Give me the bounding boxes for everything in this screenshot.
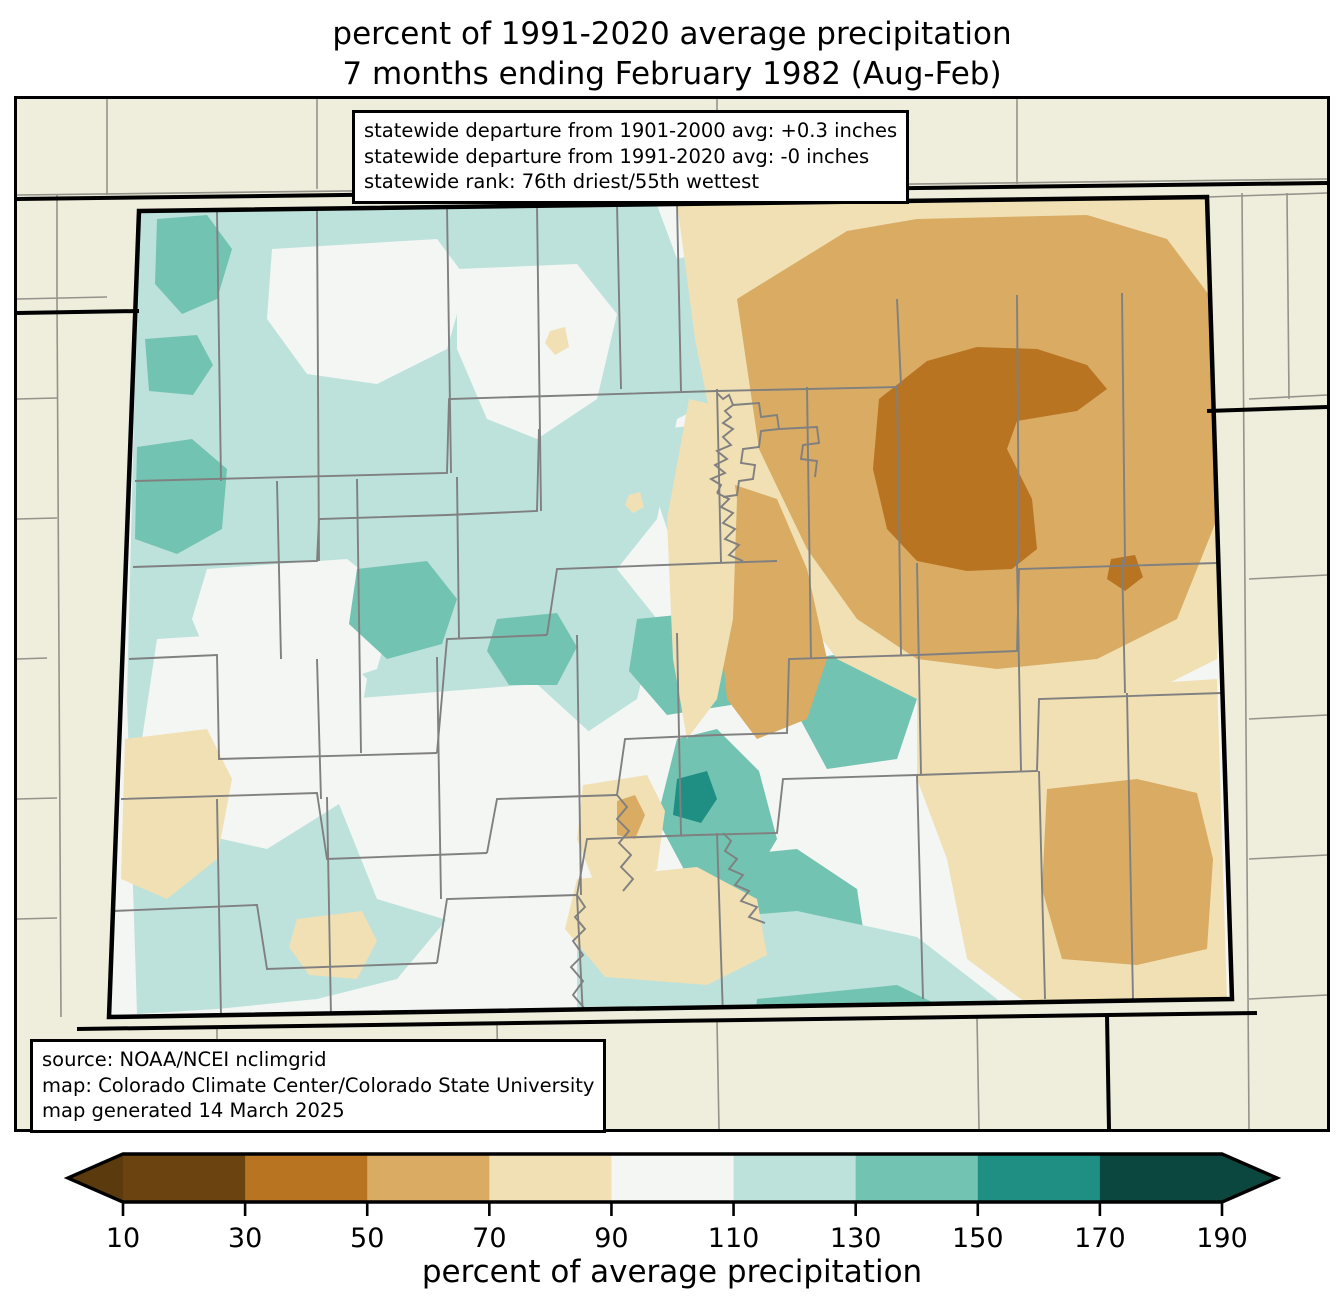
band-130-150-nw-3 — [135, 439, 227, 554]
colorbar-ticks — [121, 1202, 1224, 1216]
colorbar-bin — [855, 1154, 979, 1202]
band-90-110-hole-scentral — [337, 684, 617, 929]
colorbar-tick-label: 10 — [106, 1223, 140, 1254]
colorbar-under-arrow — [68, 1154, 123, 1202]
page-title: percent of 1991-2020 average precipitati… — [0, 14, 1344, 94]
colorado-precipitation-choropleth — [17, 99, 1327, 1129]
band-50-70-east-central — [1042, 779, 1213, 965]
colorbar-over-arrow — [1222, 1154, 1277, 1202]
band-130-150-midwest — [349, 561, 457, 659]
colorbar-panel: 10 30 50 70 90 110 130 150 170 190 percent of ave… — [0, 1146, 1344, 1299]
source-line-2: map: Colorado Climate Center/Colorado St… — [42, 1073, 595, 1097]
colorbar-tick-label: 190 — [1196, 1223, 1248, 1254]
band-150-170-core-1 — [673, 771, 717, 823]
band-70-90-sw-lobe-2 — [289, 911, 377, 979]
colorbar-bin — [367, 1154, 490, 1202]
colorbar-tick-label: 130 — [830, 1223, 882, 1254]
colorbar-tick-label: 30 — [228, 1223, 262, 1254]
title-line-1: percent of 1991-2020 average precipitati… — [332, 16, 1012, 52]
colorbar-bin — [489, 1154, 613, 1202]
source-line-3: map generated 14 March 2025 — [42, 1099, 345, 1122]
colorbar-bins — [68, 1154, 1277, 1202]
colorbar-axis-title: percent of average precipitation — [422, 1254, 922, 1290]
band-130-150-upper-ark — [657, 729, 777, 889]
source-credits-box: source: NOAA/NCEI nclimgrid map: Colorad… — [30, 1039, 607, 1133]
colorbar-tick-labels: 10 30 50 70 90 110 130 150 170 190 — [106, 1223, 1248, 1254]
stats-line-2: statewide departure from 1991-2020 avg: … — [364, 144, 870, 168]
band-130-150-nw-1 — [155, 215, 232, 314]
title-line-2: 7 months ending February 1982 (Aug-Feb) — [342, 56, 1002, 92]
band-70-90-west-dot-2 — [625, 492, 644, 513]
colorbar-tick-label: 70 — [472, 1223, 506, 1254]
colorbar-tick-label: 110 — [708, 1223, 760, 1254]
band-30-50-ne-satellite — [1107, 555, 1143, 591]
colorbar-bin — [123, 1154, 246, 1202]
band-70-90-south-central — [565, 867, 767, 985]
source-line-1: source: NOAA/NCEI nclimgrid — [42, 1048, 327, 1071]
colorbar-bin — [1099, 1154, 1223, 1202]
band-50-70-upper-ark — [617, 795, 645, 839]
colorbar-bin — [733, 1154, 857, 1202]
band-70-90-sw-lobe — [121, 729, 232, 899]
band-130-150-nw-2 — [145, 335, 213, 395]
colorbar-tick-label: 90 — [594, 1223, 628, 1254]
band-130-150-central-1 — [487, 613, 577, 685]
stats-line-1: statewide departure from 1901-2000 avg: … — [364, 119, 898, 142]
band-70-90-west-dot-1 — [545, 327, 569, 355]
colorbar-tick-label: 150 — [952, 1223, 1004, 1254]
colorbar-bin — [977, 1154, 1101, 1202]
colorbar-tick-label: 50 — [350, 1223, 384, 1254]
colorbar-tick-label: 170 — [1074, 1223, 1126, 1254]
band-50-70-front-range — [717, 479, 827, 739]
colorbar-bin — [245, 1154, 368, 1202]
map-panel — [14, 96, 1330, 1132]
precip-field — [109, 197, 1232, 1017]
stats-line-3: statewide rank: 76th driest/55th wettest — [364, 170, 759, 193]
statewide-stats-box: statewide departure from 1901-2000 avg: … — [352, 110, 910, 204]
band-30-50-northeast-core — [873, 347, 1107, 571]
colorbar-bin — [611, 1154, 735, 1202]
precip-colorbar: 10 30 50 70 90 110 130 150 170 190 percent of ave… — [63, 1152, 1282, 1290]
